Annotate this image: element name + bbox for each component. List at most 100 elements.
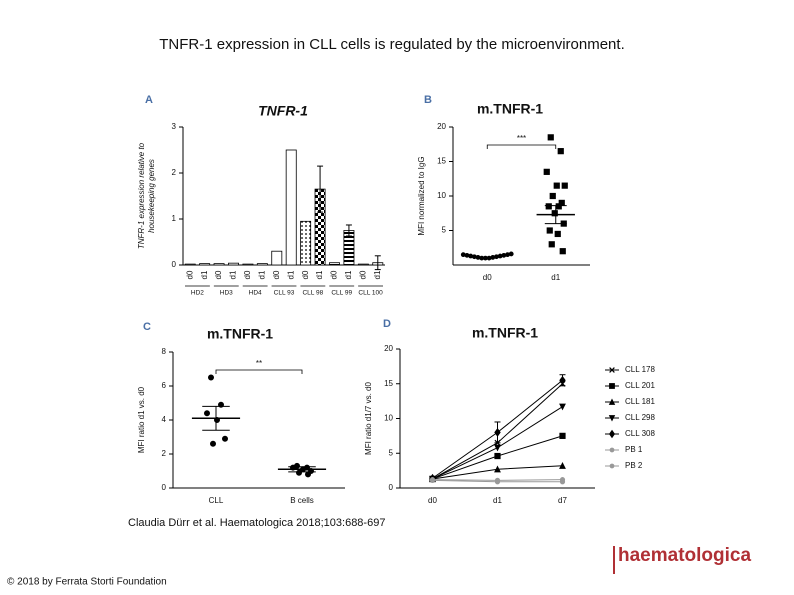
group-label: CLL 100	[358, 290, 383, 297]
marker	[305, 471, 311, 478]
legend-label: PB 1	[625, 445, 643, 454]
marker	[555, 203, 562, 210]
y-axis-label: TNFR-1 expression relative to	[137, 142, 146, 249]
marker	[494, 465, 501, 473]
x-tick-label: d0	[301, 270, 310, 279]
x-tick-label: d0	[272, 270, 281, 279]
group-label: HD4	[249, 290, 262, 297]
significance: **	[256, 359, 262, 368]
x-tick-label: d1	[551, 273, 560, 282]
y-tick-label: 5	[389, 448, 394, 457]
marker	[551, 210, 558, 217]
marker	[543, 168, 550, 175]
marker	[553, 182, 560, 189]
marker	[296, 469, 302, 476]
y-tick-label: 15	[384, 379, 393, 388]
citation: Claudia Dürr et al. Haematologica 2018;1…	[128, 517, 385, 529]
marker	[464, 252, 470, 258]
marker	[429, 477, 436, 483]
bar	[271, 250, 283, 266]
marker	[494, 254, 499, 260]
y-tick-label: 8	[162, 347, 167, 356]
marker	[554, 230, 561, 238]
y-tick-label: 2	[162, 449, 167, 458]
panel-letter: B	[424, 94, 432, 106]
chart-title: TNFR-1	[258, 103, 308, 119]
group-label: CLL 99	[331, 290, 352, 297]
marker	[490, 255, 496, 260]
chart-title: m.TNFR-1	[472, 325, 538, 341]
marker	[497, 253, 503, 259]
marker	[494, 479, 501, 485]
y-tick-label: 3	[172, 122, 177, 131]
y-tick-label: 6	[162, 381, 167, 390]
legend-marker	[609, 367, 615, 373]
x-tick-label: d0	[428, 496, 437, 505]
y-tick-label: 20	[384, 344, 393, 353]
marker	[561, 182, 568, 189]
legend-marker	[608, 415, 616, 422]
y-tick-label: 5	[442, 226, 447, 235]
x-tick-label: d0	[330, 270, 339, 279]
y-axis-label: housekeeping genes	[147, 159, 156, 233]
y-tick-label: 2	[172, 168, 177, 177]
panel-letter: D	[383, 318, 391, 330]
marker	[549, 192, 556, 200]
y-tick-label: 0	[162, 483, 167, 492]
x-tick-label: d1	[257, 270, 266, 279]
marker	[546, 227, 553, 234]
marker	[559, 248, 566, 255]
marker	[559, 403, 566, 411]
legend-label: CLL 181	[625, 397, 656, 406]
x-tick-label: d0	[483, 273, 492, 282]
y-tick-label: 15	[437, 157, 446, 166]
y-tick-label: 20	[437, 122, 446, 131]
chart-title: m.TNFR-1	[477, 101, 543, 117]
marker	[494, 452, 501, 460]
legend-label: PB 2	[625, 461, 643, 470]
legend-marker	[609, 447, 615, 453]
marker	[210, 440, 216, 447]
x-tick-label: d0	[214, 270, 223, 279]
marker	[494, 444, 501, 452]
legend-label: CLL 201	[625, 381, 656, 390]
bar	[242, 263, 254, 266]
marker	[494, 427, 501, 437]
slide-title: TNFR-1 expression in CLL cells is regula…	[159, 36, 624, 53]
legend-marker	[609, 383, 615, 389]
marker	[471, 254, 477, 260]
legend-label: CLL 298	[625, 413, 656, 422]
x-tick-label: d0	[243, 270, 252, 279]
x-tick-label: d7	[558, 496, 567, 505]
marker	[208, 374, 214, 381]
marker	[557, 148, 564, 155]
group-label: HD2	[191, 290, 204, 297]
panel-letter: A	[145, 94, 153, 106]
x-tick-label: d1	[315, 270, 324, 279]
group-label: HD3	[220, 290, 233, 297]
marker	[460, 252, 466, 258]
bar	[184, 263, 196, 266]
marker	[505, 252, 510, 258]
x-tick-label: CLL	[209, 496, 224, 505]
marker	[559, 375, 566, 385]
bar	[300, 220, 312, 266]
x-tick-label: d1	[286, 270, 295, 279]
y-tick-label: 1	[172, 214, 177, 223]
legend-marker	[608, 429, 616, 439]
legend-marker	[608, 398, 616, 405]
x-tick-label: B cells	[290, 496, 314, 505]
legend-marker	[609, 463, 615, 469]
y-tick-label: 0	[172, 260, 177, 269]
y-axis-label: MFI ratio d1 vs. d0	[137, 386, 146, 453]
marker	[204, 410, 210, 417]
group-label: CLL 93	[274, 290, 295, 297]
legend-label: CLL 308	[625, 429, 656, 438]
bar	[285, 149, 297, 266]
logo: haematologica	[618, 545, 751, 566]
bar	[213, 263, 225, 266]
bar	[199, 263, 211, 266]
significance-bracket	[486, 144, 557, 149]
marker	[222, 435, 228, 442]
